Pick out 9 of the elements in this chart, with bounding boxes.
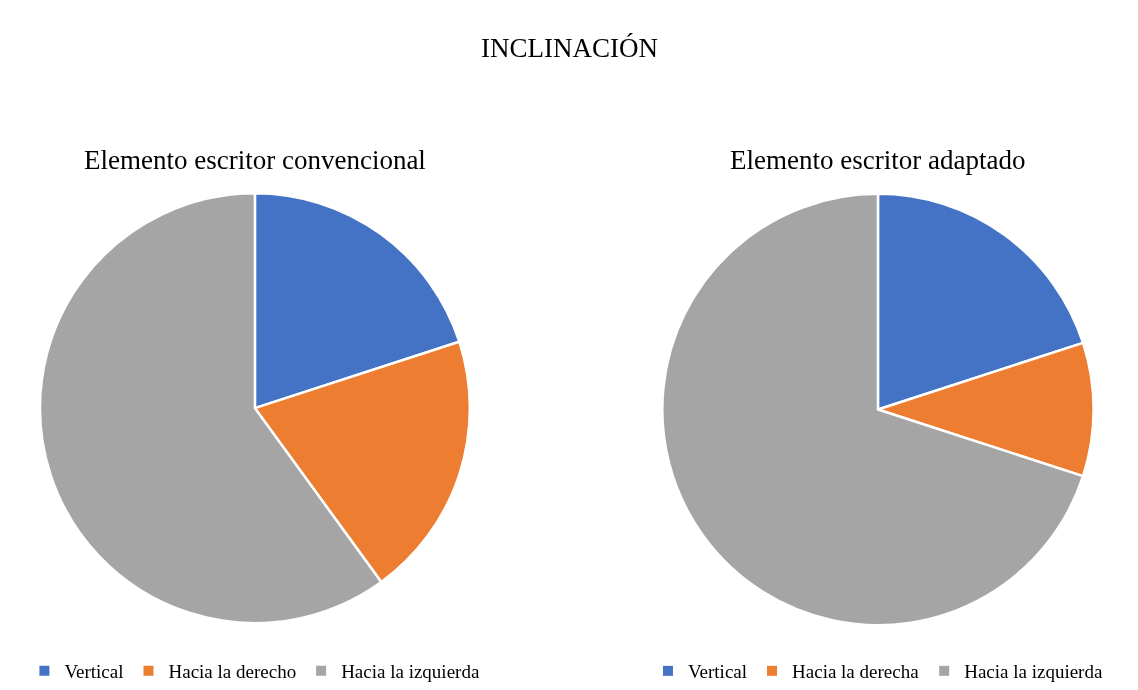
- legend-label: Vertical: [687, 661, 748, 683]
- legend-label: Hacia la izquierda: [341, 661, 480, 683]
- chart-subtitle: Elemento escritor convencional: [84, 145, 426, 175]
- legend-label: Hacia la derecha: [792, 661, 920, 683]
- text: INCLINACIÓN: [481, 33, 658, 63]
- legend-label: Hacia la izquierda: [964, 661, 1103, 683]
- legend-label: Hacia la derecho: [168, 661, 297, 683]
- legend-label: Vertical: [64, 661, 124, 683]
- chart-title: Elemento escritor adaptado: [730, 145, 1026, 175]
